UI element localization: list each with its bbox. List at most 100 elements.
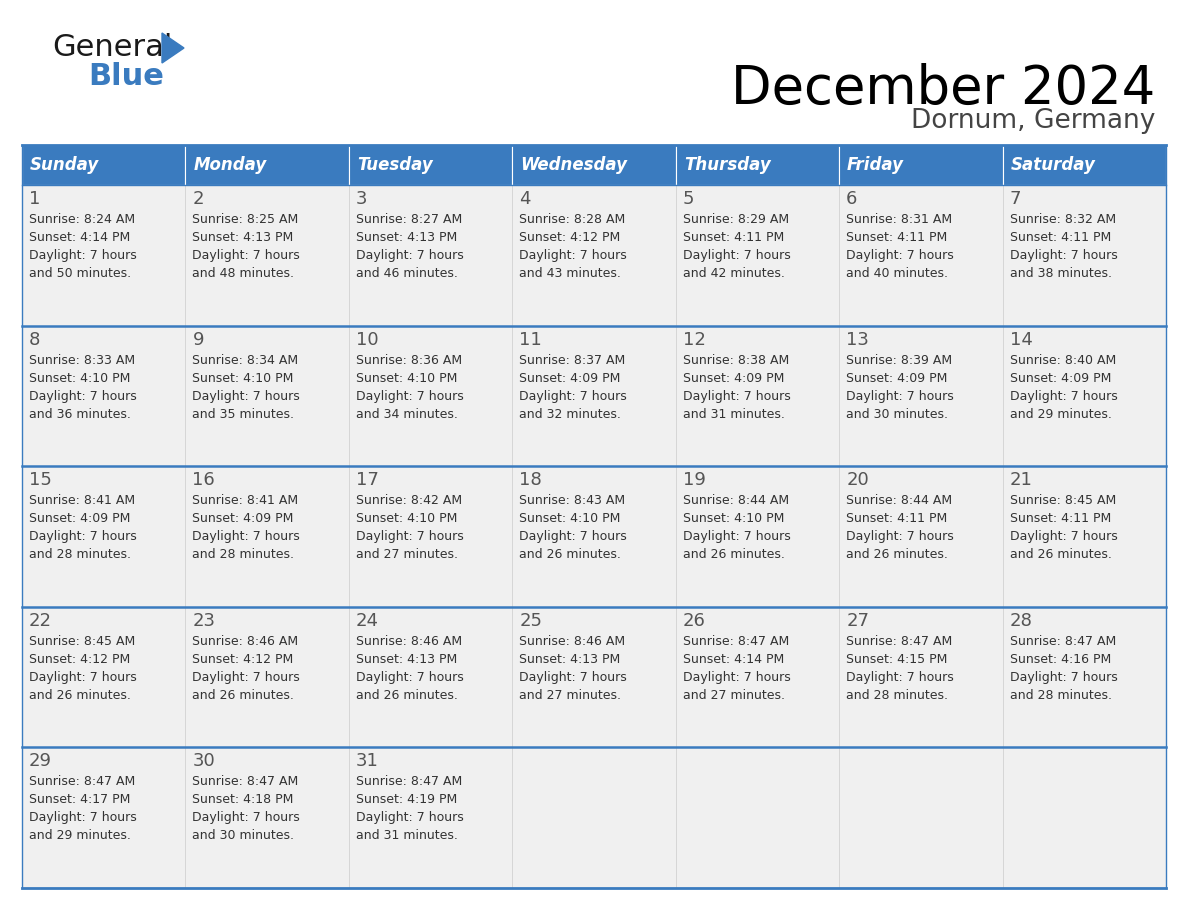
Text: Monday: Monday — [194, 156, 266, 174]
Text: Sunset: 4:09 PM: Sunset: 4:09 PM — [683, 372, 784, 385]
Text: Sunrise: 8:47 AM: Sunrise: 8:47 AM — [1010, 635, 1116, 648]
Text: and 27 minutes.: and 27 minutes. — [519, 688, 621, 701]
Text: Sunset: 4:09 PM: Sunset: 4:09 PM — [846, 372, 948, 385]
Text: Sunrise: 8:37 AM: Sunrise: 8:37 AM — [519, 353, 626, 366]
Text: Sunrise: 8:38 AM: Sunrise: 8:38 AM — [683, 353, 789, 366]
Text: Daylight: 7 hours: Daylight: 7 hours — [519, 531, 627, 543]
Text: Sunrise: 8:45 AM: Sunrise: 8:45 AM — [29, 635, 135, 648]
Text: Daylight: 7 hours: Daylight: 7 hours — [519, 671, 627, 684]
Text: Saturday: Saturday — [1011, 156, 1095, 174]
Text: Daylight: 7 hours: Daylight: 7 hours — [1010, 249, 1118, 262]
Text: Sunrise: 8:27 AM: Sunrise: 8:27 AM — [356, 213, 462, 226]
Text: Sunrise: 8:44 AM: Sunrise: 8:44 AM — [683, 494, 789, 508]
Text: Sunset: 4:13 PM: Sunset: 4:13 PM — [356, 653, 457, 666]
Text: and 28 minutes.: and 28 minutes. — [192, 548, 295, 561]
Text: Daylight: 7 hours: Daylight: 7 hours — [29, 249, 137, 262]
Text: and 28 minutes.: and 28 minutes. — [1010, 688, 1112, 701]
Text: Sunrise: 8:41 AM: Sunrise: 8:41 AM — [192, 494, 298, 508]
Text: Daylight: 7 hours: Daylight: 7 hours — [29, 531, 137, 543]
Text: Sunrise: 8:40 AM: Sunrise: 8:40 AM — [1010, 353, 1116, 366]
Text: Sunrise: 8:41 AM: Sunrise: 8:41 AM — [29, 494, 135, 508]
Text: and 30 minutes.: and 30 minutes. — [192, 829, 295, 843]
Text: Daylight: 7 hours: Daylight: 7 hours — [29, 389, 137, 403]
Bar — [23, 145, 185, 185]
Text: Sunset: 4:10 PM: Sunset: 4:10 PM — [519, 512, 620, 525]
Text: Sunset: 4:16 PM: Sunset: 4:16 PM — [1010, 653, 1111, 666]
Text: and 43 minutes.: and 43 minutes. — [519, 267, 621, 280]
Text: Thursday: Thursday — [684, 156, 771, 174]
Text: Daylight: 7 hours: Daylight: 7 hours — [683, 671, 790, 684]
Text: and 50 minutes.: and 50 minutes. — [29, 267, 131, 280]
Text: Sunset: 4:14 PM: Sunset: 4:14 PM — [683, 653, 784, 666]
Text: 25: 25 — [519, 611, 542, 630]
Text: Sunset: 4:18 PM: Sunset: 4:18 PM — [192, 793, 293, 806]
Text: Sunset: 4:10 PM: Sunset: 4:10 PM — [192, 372, 293, 385]
Text: Daylight: 7 hours: Daylight: 7 hours — [356, 389, 463, 403]
Bar — [512, 145, 676, 185]
Text: Sunrise: 8:46 AM: Sunrise: 8:46 AM — [519, 635, 625, 648]
Text: Sunrise: 8:47 AM: Sunrise: 8:47 AM — [356, 776, 462, 789]
Text: Sunrise: 8:39 AM: Sunrise: 8:39 AM — [846, 353, 953, 366]
Text: 11: 11 — [519, 330, 542, 349]
Text: 29: 29 — [29, 753, 52, 770]
Text: 24: 24 — [356, 611, 379, 630]
Text: Sunset: 4:09 PM: Sunset: 4:09 PM — [1010, 372, 1111, 385]
Text: Daylight: 7 hours: Daylight: 7 hours — [356, 812, 463, 824]
Text: Daylight: 7 hours: Daylight: 7 hours — [29, 812, 137, 824]
Text: Daylight: 7 hours: Daylight: 7 hours — [192, 531, 301, 543]
Text: 19: 19 — [683, 471, 706, 489]
Text: 16: 16 — [192, 471, 215, 489]
Text: Sunset: 4:14 PM: Sunset: 4:14 PM — [29, 231, 131, 244]
Text: and 31 minutes.: and 31 minutes. — [683, 408, 784, 420]
Text: Sunset: 4:10 PM: Sunset: 4:10 PM — [356, 372, 457, 385]
Text: 14: 14 — [1010, 330, 1032, 349]
Text: 4: 4 — [519, 190, 531, 208]
Text: December 2024: December 2024 — [731, 63, 1155, 115]
Text: Sunset: 4:11 PM: Sunset: 4:11 PM — [1010, 231, 1111, 244]
Text: Sunset: 4:19 PM: Sunset: 4:19 PM — [356, 793, 457, 806]
Text: and 26 minutes.: and 26 minutes. — [29, 688, 131, 701]
Text: Daylight: 7 hours: Daylight: 7 hours — [192, 671, 301, 684]
Text: 6: 6 — [846, 190, 858, 208]
Bar — [185, 145, 349, 185]
Text: Sunset: 4:13 PM: Sunset: 4:13 PM — [192, 231, 293, 244]
Text: Sunset: 4:15 PM: Sunset: 4:15 PM — [846, 653, 948, 666]
Text: Daylight: 7 hours: Daylight: 7 hours — [683, 389, 790, 403]
Text: Sunrise: 8:32 AM: Sunrise: 8:32 AM — [1010, 213, 1116, 226]
Text: Sunset: 4:11 PM: Sunset: 4:11 PM — [846, 512, 947, 525]
Text: and 29 minutes.: and 29 minutes. — [29, 829, 131, 843]
Bar — [23, 747, 1165, 888]
Text: 28: 28 — [1010, 611, 1032, 630]
Text: and 27 minutes.: and 27 minutes. — [356, 548, 457, 561]
Text: Sunrise: 8:47 AM: Sunrise: 8:47 AM — [29, 776, 135, 789]
Text: Sunset: 4:09 PM: Sunset: 4:09 PM — [29, 512, 131, 525]
Text: Daylight: 7 hours: Daylight: 7 hours — [683, 249, 790, 262]
Text: Sunrise: 8:47 AM: Sunrise: 8:47 AM — [846, 635, 953, 648]
Bar — [23, 607, 1165, 747]
Text: Daylight: 7 hours: Daylight: 7 hours — [29, 671, 137, 684]
Text: and 31 minutes.: and 31 minutes. — [356, 829, 457, 843]
Text: Sunset: 4:10 PM: Sunset: 4:10 PM — [356, 512, 457, 525]
Text: and 27 minutes.: and 27 minutes. — [683, 688, 785, 701]
Text: and 32 minutes.: and 32 minutes. — [519, 408, 621, 420]
Text: and 34 minutes.: and 34 minutes. — [356, 408, 457, 420]
Text: Wednesday: Wednesday — [520, 156, 627, 174]
Text: and 26 minutes.: and 26 minutes. — [356, 688, 457, 701]
Text: Daylight: 7 hours: Daylight: 7 hours — [683, 531, 790, 543]
Bar — [349, 145, 512, 185]
Bar — [676, 145, 839, 185]
Text: Sunset: 4:10 PM: Sunset: 4:10 PM — [29, 372, 131, 385]
Text: 20: 20 — [846, 471, 868, 489]
Text: Friday: Friday — [847, 156, 904, 174]
Text: 3: 3 — [356, 190, 367, 208]
Text: Sunset: 4:12 PM: Sunset: 4:12 PM — [519, 231, 620, 244]
Text: 12: 12 — [683, 330, 706, 349]
Text: Sunrise: 8:47 AM: Sunrise: 8:47 AM — [192, 776, 298, 789]
Text: Sunrise: 8:24 AM: Sunrise: 8:24 AM — [29, 213, 135, 226]
Text: Sunrise: 8:31 AM: Sunrise: 8:31 AM — [846, 213, 953, 226]
Bar — [839, 145, 1003, 185]
Text: 1: 1 — [29, 190, 40, 208]
Text: Sunrise: 8:43 AM: Sunrise: 8:43 AM — [519, 494, 625, 508]
Text: 15: 15 — [29, 471, 52, 489]
Text: Sunset: 4:17 PM: Sunset: 4:17 PM — [29, 793, 131, 806]
